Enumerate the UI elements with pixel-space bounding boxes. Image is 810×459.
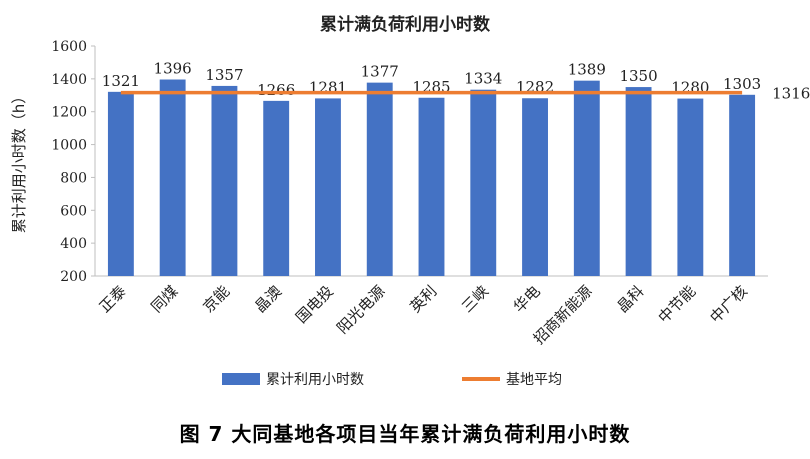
bar-value-label: 1350 [619, 67, 657, 85]
bar-value-label: 1321 [102, 72, 140, 90]
y-tick-label: 800 [60, 170, 87, 186]
bar [418, 97, 445, 276]
legend: 累计利用小时数 基地平均 [222, 371, 562, 388]
legend-bar-label: 累计利用小时数 [266, 372, 364, 388]
y-tick-label: 1000 [51, 138, 87, 154]
x-tick-label: 同煤 [148, 282, 182, 316]
bar [729, 94, 756, 277]
bar-value-label: 1389 [568, 61, 606, 79]
y-tick-label: 1200 [51, 105, 87, 121]
y-axis-label: 累计利用小时数（h） [10, 89, 28, 234]
x-tick-label: 华电 [510, 282, 544, 316]
bar [159, 79, 186, 276]
bar-value-label: 1266 [257, 81, 295, 99]
bar [522, 98, 548, 276]
bar-value-label: 1334 [464, 70, 502, 88]
chart-title: 累计满负荷利用小时数 [320, 14, 491, 35]
bar [211, 85, 238, 277]
y-tick-label: 1400 [51, 72, 87, 88]
bar [470, 89, 497, 276]
bar-value-label: 1396 [154, 60, 192, 78]
y-tick-label: 200 [60, 269, 87, 285]
x-tick-label: 阳光电源 [333, 282, 388, 337]
x-tick-label: 京能 [199, 282, 233, 316]
figure-caption: 图 7 大同基地各项目当年累计满负荷利用小时数 [179, 422, 631, 446]
x-tick-label: 国电投 [292, 282, 337, 327]
x-tick-label: 三峡 [458, 282, 492, 316]
bar [107, 91, 134, 276]
x-tick-label: 晶科 [613, 282, 647, 316]
bar [366, 82, 393, 276]
bar-value-label: 1303 [723, 75, 761, 93]
y-tick-label: 600 [60, 203, 87, 219]
bar [263, 100, 290, 276]
x-tick-label: 正泰 [96, 282, 130, 316]
x-tick-label: 中节能 [655, 282, 700, 327]
plot-area: 200 400 600 800 1000 1200 1400 1600 1321 正泰 1396 同煤… [51, 39, 810, 348]
bar [677, 98, 704, 276]
bar-value-label: 1357 [205, 66, 243, 84]
bar-value-label: 1377 [361, 63, 399, 81]
x-tick-label: 晶澳 [251, 282, 285, 316]
y-tick-label: 400 [60, 236, 87, 252]
bar [315, 98, 341, 277]
average-value-label: 1316 [772, 85, 810, 103]
legend-bar-swatch [222, 373, 260, 385]
x-tick-label: 英利 [406, 282, 440, 316]
x-tick-label: 中广核 [706, 282, 751, 327]
bar [573, 80, 600, 277]
bar [625, 87, 652, 276]
y-tick-label: 1600 [51, 39, 87, 55]
legend-line-label: 基地平均 [506, 371, 562, 388]
